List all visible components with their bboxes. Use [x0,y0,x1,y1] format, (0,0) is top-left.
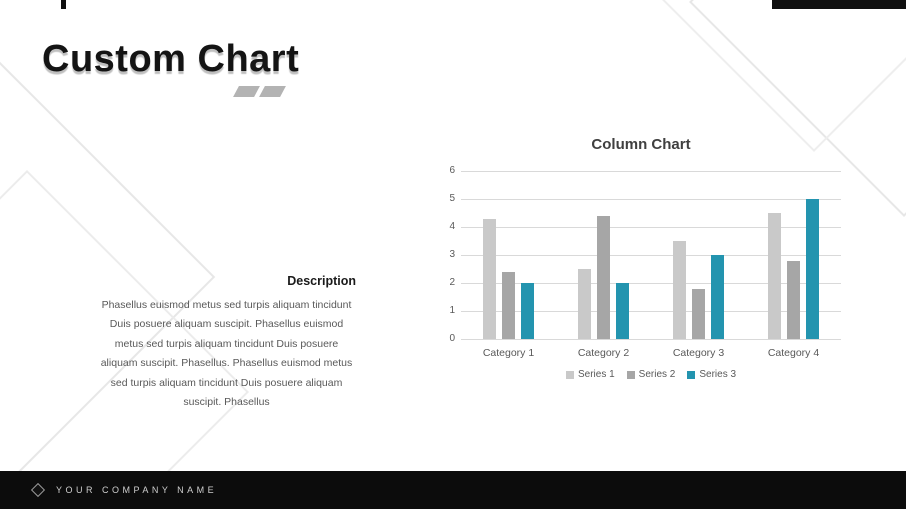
bar-series-1 [673,241,686,339]
bar-series-3 [806,199,819,339]
chart-title: Column Chart [591,136,691,153]
gridline [461,310,841,312]
x-axis-category-label: Category 2 [577,347,630,359]
legend-swatch-icon [626,370,635,379]
y-axis-tick-label: 6 [449,165,455,176]
diamond-icon [30,482,46,498]
y-axis-tick-label: 4 [449,221,455,232]
x-axis-category-label: Category 4 [767,347,820,359]
bar-series-1 [483,218,496,339]
page-title: Custom Chart [42,38,300,80]
parallelogram-shape [233,86,260,97]
title-parallelogram-marks [233,86,286,97]
company-name: YOUR COMPANY NAME [56,485,218,495]
plot-area: 0 1 2 3 4 5 6 [449,165,841,344]
bar-series-3 [521,283,534,339]
bar-group [483,171,534,339]
legend-item: Series 3 [687,369,736,380]
gridline [461,338,841,340]
legend-label: Series 3 [699,369,737,380]
legend-item: Series 1 [565,369,615,380]
gridline [461,254,841,256]
legend-swatch-icon [565,370,574,379]
y-axis-tick-label: 5 [449,193,455,204]
bar-series-3 [711,255,724,339]
gridline [461,198,841,200]
y-axis-tick-label: 3 [449,249,455,260]
top-accent-tick [61,0,66,9]
parallelogram-shape [259,86,286,97]
legend-label: Series 1 [577,369,615,380]
bar-series-2 [787,260,800,339]
bar-series-2 [692,288,705,339]
legend-label: Series 2 [638,369,676,380]
gridline [461,170,841,172]
top-accent-bar [772,0,906,9]
bar-series-1 [578,269,591,339]
legend-item: Series 2 [626,369,676,380]
bar-group [578,171,629,339]
legend-swatch-icon [687,370,696,379]
bar-groups [461,171,841,339]
y-axis-tick-label: 0 [449,333,455,344]
bar-series-2 [597,215,610,339]
chart-legend: Series 1 Series 2 Series 3 [461,369,841,380]
description-body: Phasellus euismod metus sed turpis aliqu… [100,299,353,409]
y-axis-tick-label: 1 [449,305,455,316]
x-axis-labels: Category 1 Category 2 Category 3 Category 4 [461,347,841,359]
description-block: Description Phasellus euismod metus sed … [95,274,358,413]
gridline [461,282,841,284]
x-axis-category-label: Category 3 [672,347,725,359]
description-heading: Description [287,274,356,288]
y-axis-tick-label: 2 [449,277,455,288]
footer-bar: YOUR COMPANY NAME [0,471,906,509]
bar-series-2 [502,271,515,339]
bar-group [673,171,724,339]
gridline [461,226,841,228]
bar-series-3 [616,283,629,339]
bar-group [768,171,819,339]
bar-series-1 [768,213,781,339]
x-axis-category-label: Category 1 [482,347,535,359]
